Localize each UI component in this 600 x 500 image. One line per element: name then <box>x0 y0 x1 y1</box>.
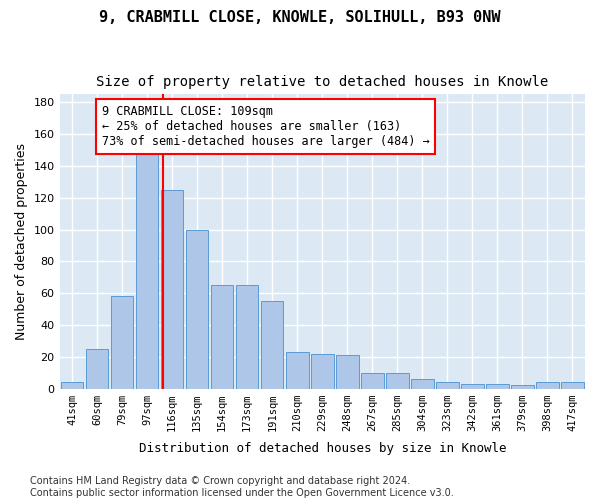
Bar <box>361 372 383 388</box>
Title: Size of property relative to detached houses in Knowle: Size of property relative to detached ho… <box>96 75 548 89</box>
Text: Contains HM Land Registry data © Crown copyright and database right 2024.
Contai: Contains HM Land Registry data © Crown c… <box>30 476 454 498</box>
X-axis label: Distribution of detached houses by size in Knowle: Distribution of detached houses by size … <box>139 442 506 455</box>
Bar <box>461 384 484 388</box>
Bar <box>311 354 334 388</box>
Bar <box>161 190 184 388</box>
Bar <box>211 285 233 389</box>
Bar <box>186 230 208 388</box>
Bar <box>536 382 559 388</box>
Bar <box>261 301 283 388</box>
Text: 9, CRABMILL CLOSE, KNOWLE, SOLIHULL, B93 0NW: 9, CRABMILL CLOSE, KNOWLE, SOLIHULL, B93… <box>99 10 501 25</box>
Y-axis label: Number of detached properties: Number of detached properties <box>15 143 28 340</box>
Bar <box>111 296 133 388</box>
Bar <box>236 285 259 389</box>
Bar <box>136 152 158 388</box>
Bar <box>61 382 83 388</box>
Bar <box>386 372 409 388</box>
Bar <box>561 382 584 388</box>
Bar <box>86 349 109 389</box>
Bar <box>486 384 509 388</box>
Bar <box>411 379 434 388</box>
Bar <box>511 386 534 388</box>
Text: 9 CRABMILL CLOSE: 109sqm
← 25% of detached houses are smaller (163)
73% of semi-: 9 CRABMILL CLOSE: 109sqm ← 25% of detach… <box>101 104 430 148</box>
Bar <box>336 355 359 388</box>
Bar <box>286 352 308 389</box>
Bar <box>436 382 458 388</box>
